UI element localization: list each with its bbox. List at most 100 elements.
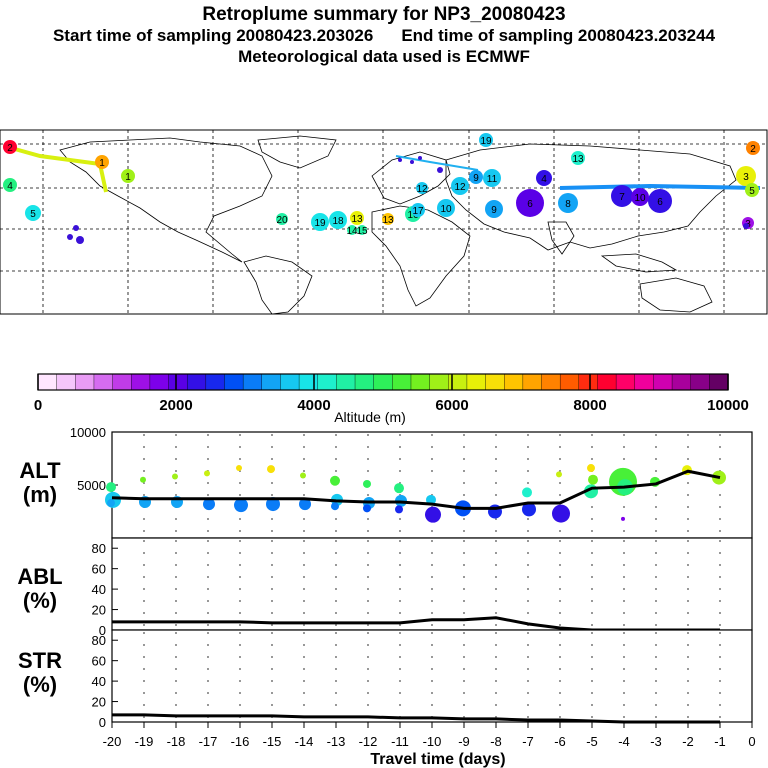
colorbar-swatch [354, 373, 375, 391]
alt-cluster-point [300, 472, 306, 479]
cluster-marker [516, 189, 544, 217]
cluster-label: 13 [351, 214, 363, 225]
cluster-label: 2 [7, 143, 13, 154]
abl-label: ABL [17, 564, 62, 589]
cluster-marker [382, 213, 394, 225]
colorbar-swatch [186, 373, 207, 391]
alt-cluster-point [522, 487, 532, 498]
alt-cluster-point [236, 465, 242, 472]
coast-south-america [243, 255, 313, 315]
cluster-label: 1 [125, 172, 131, 183]
sampling-times: Start time of sampling 20080423.203026 En… [0, 26, 768, 46]
cluster-marker [3, 178, 17, 192]
colorbar-swatch [559, 373, 580, 391]
cluster-label: 13 [382, 215, 394, 226]
cluster-label: 12 [454, 182, 466, 193]
colorbar-swatch [205, 373, 226, 391]
str-unit: (%) [23, 672, 57, 697]
cluster-dot [743, 223, 749, 229]
alt-cluster-point [394, 483, 404, 494]
cluster-marker [329, 211, 347, 229]
colorbar-swatch [671, 373, 692, 391]
colorbar-swatch [690, 373, 710, 391]
cluster-marker [469, 170, 483, 184]
coast-asia [445, 143, 737, 251]
cluster-label: 4 [7, 181, 13, 192]
cluster-marker [25, 205, 41, 221]
x-tick-label: -18 [167, 734, 186, 749]
cluster-marker [746, 141, 760, 155]
x-tick-label: -14 [295, 734, 314, 749]
colorbar-swatch [392, 373, 412, 391]
x-tick-label: 0 [748, 734, 755, 749]
abl-ytick-label: 20 [92, 603, 106, 618]
colorbar-swatch [224, 373, 244, 391]
cluster-label: 5 [30, 209, 36, 220]
alt-cluster-point [266, 497, 280, 512]
alt-label: ALT [19, 458, 61, 483]
cluster-label: 9 [491, 205, 497, 216]
colorbar-tick-label: 0 [34, 397, 42, 414]
colorbar: 0 2000 4000 6000 8000 10000 Altitude (m) [34, 373, 749, 425]
alt-cluster-point [106, 482, 116, 493]
x-tick-label: -19 [135, 734, 154, 749]
cluster-marker [611, 185, 633, 207]
alt-cluster-point [204, 470, 210, 477]
x-tick-label: -12 [359, 734, 378, 749]
cluster-label: 20 [276, 215, 288, 226]
cluster-label: 10 [634, 193, 646, 204]
alt-unit: (m) [23, 482, 57, 507]
alt-cluster-point [395, 505, 403, 514]
cluster-marker [350, 211, 364, 225]
coast-australia [639, 277, 713, 313]
coast-greenland [257, 135, 337, 169]
cluster-marker [745, 183, 759, 197]
colorbar-swatch [448, 373, 468, 391]
colorbar-swatch [578, 373, 599, 391]
str-yaxis: 80 60 40 20 0 [92, 633, 118, 730]
abl-unit: (%) [23, 588, 57, 613]
cluster-label: 17 [412, 206, 424, 217]
alt-mean-line [111, 469, 721, 510]
colorbar-swatch [112, 373, 132, 391]
cluster-dot [437, 167, 443, 173]
cluster-label: 2 [750, 144, 756, 155]
cluster-marker [347, 225, 357, 235]
met-data-label: Meteorological data used is ECMWF [238, 47, 530, 66]
x-axis-label: Travel time (days) [370, 751, 505, 768]
colorbar-swatch [317, 373, 337, 391]
alt-cluster-point [267, 465, 275, 474]
coast-indonesia [600, 253, 678, 273]
cluster-dot [67, 234, 73, 240]
str-label: STR [18, 648, 62, 673]
colorbar-swatch [93, 373, 114, 391]
colorbar-swatch [485, 373, 505, 391]
map-gridlines [0, 130, 767, 314]
cluster-marker [95, 155, 109, 169]
alt-cluster-point [203, 498, 215, 511]
alt-yaxis: 10000 5000 [70, 425, 118, 493]
coast-europe [371, 151, 451, 205]
alt-cluster-point [587, 464, 595, 473]
alt-cluster-point [425, 506, 441, 523]
colorbar-swatch [56, 373, 76, 391]
str-ytick-label: 0 [99, 715, 106, 730]
cluster-label: 13 [572, 154, 584, 165]
colorbar-title: Altitude (m) [334, 409, 406, 425]
colorbar-swatch [336, 373, 356, 391]
start-time-label: Start time of sampling 20080423.203026 [52, 26, 374, 45]
colorbar-swatch [429, 373, 449, 391]
abl-ytick-label: 60 [92, 562, 106, 577]
alt-ytick-label: 5000 [77, 478, 106, 493]
x-axis: -20 -19 -18 -17 -16 -15 -14 -13 -12 -11 -10 -9 -8 -7-… [103, 722, 756, 749]
colorbar-tick-label: 6000 [435, 397, 468, 414]
cluster-label: 3 [743, 172, 749, 183]
cluster-marker [536, 170, 552, 186]
alt-cluster-point [330, 475, 340, 486]
alt-panel: ALT (m) 10000 5000 [19, 425, 753, 539]
colorbar-swatch [131, 373, 151, 391]
str-line [112, 713, 720, 724]
x-tick-label: -9 [458, 734, 470, 749]
colorbar-swatch [242, 373, 263, 391]
